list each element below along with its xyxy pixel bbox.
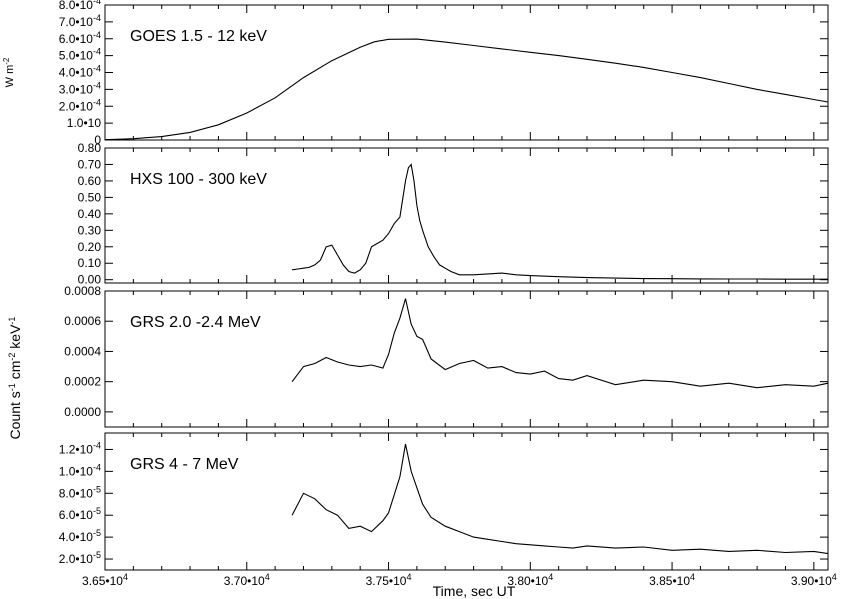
- panel-frame: [104, 4, 829, 141]
- y-tick-label: 0.0006: [64, 314, 101, 328]
- y-tick-label: 8.0•10-4: [59, 0, 101, 12]
- x-tick-label: 3.65•104: [82, 572, 128, 588]
- y-tick-label: 0.70: [78, 157, 102, 171]
- panel-frame: [104, 290, 829, 428]
- shared-y-axis-title: Count s-1 cm-2 keV-1: [7, 317, 23, 440]
- y-tick-label: 7.0•10-4: [59, 13, 101, 29]
- panel-frame: [104, 432, 829, 571]
- y-tick-label: 0.0008: [64, 284, 101, 298]
- y-tick-label: 6.0•10-4: [59, 30, 101, 46]
- series-line: [292, 163, 828, 280]
- panel-frame: [104, 147, 829, 284]
- series-line: [291, 298, 829, 389]
- y-tick-label: 3.0•10-4: [59, 80, 101, 96]
- y-tick-label: 4.0•10-5: [59, 528, 101, 544]
- y-tick-label: 6.0•10-5: [59, 506, 101, 522]
- panel-1: 0 1.0•10 2.0•10-43.0•10-44.0•10-45.0•10-46…: [2, 0, 829, 147]
- y-axis-title: W m-2: [2, 57, 17, 87]
- y-tick-label: 0.10: [78, 256, 102, 270]
- y-tick-label: 0.20: [78, 240, 102, 254]
- y-tick-label: 4.0•10-4: [59, 64, 101, 80]
- x-tick-label: 3.80•104: [507, 572, 553, 588]
- x-axis: 3.65•104 3.70•104 3.75•104 3.80•104 3.85•104…: [82, 572, 837, 588]
- x-axis-title: Time, sec UT: [433, 583, 516, 599]
- y-tick-label: 1.0•10: [67, 116, 102, 130]
- panel-label: GRS 4 - 7 MeV: [130, 456, 239, 473]
- x-tick-label: 3.85•104: [649, 572, 695, 588]
- series-line: [291, 443, 829, 555]
- y-tick-label: 0.0000: [64, 405, 101, 419]
- y-tick-label: 0.30: [78, 223, 102, 237]
- series-line: [104, 38, 829, 141]
- y-tick-label: 0.40: [78, 207, 102, 221]
- y-tick-label: 8.0•10-5: [59, 484, 101, 500]
- y-tick-label: 5.0•10-4: [59, 47, 101, 63]
- panel-2: 0.00 0.10 0.20 0.30 0.40 0.50 0.60 0.70 0.80 HXS …: [78, 141, 829, 287]
- x-tick-label: 3.75•104: [366, 572, 412, 588]
- panels-group: 01.0•102.0•10-43.0•10-44.0•10-45.0•10-46…: [2, 0, 829, 571]
- y-tick-label: 0.0004: [64, 344, 101, 358]
- y-tick-label: 1.2•10-4: [59, 440, 101, 456]
- panel-label: GOES 1.5 - 12 keV: [130, 28, 267, 45]
- panel-label: HXS 100 - 300 keV: [130, 171, 267, 188]
- y-tick-label: 0.60: [78, 174, 102, 188]
- x-tick-label: 3.70•104: [224, 572, 270, 588]
- panel-label: GRS 2.0 -2.4 MeV: [130, 314, 261, 331]
- y-tick-label: 0: [94, 133, 101, 147]
- y-tick-label: 0.0002: [64, 375, 101, 389]
- y-tick-label: 2.0•10-4: [59, 97, 101, 113]
- y-tick-label: 0.00: [78, 273, 102, 287]
- x-tick-label: 3.90•104: [791, 572, 837, 588]
- y-tick-label: 1.0•10-4: [59, 462, 101, 478]
- panel-4: 2.0•10-5 4.0•10-5 6.0•10-5 8.0•10-5 1.0•10-4…: [59, 432, 829, 571]
- y-tick-label: 2.0•10-5: [59, 550, 101, 566]
- y-tick-label: 0.50: [78, 190, 102, 204]
- y-tick-label: 0.80: [78, 141, 102, 155]
- panel-3: 0.0000 0.0002 0.0004 0.0006 0.0008 GRS 2.0 -2…: [64, 284, 829, 428]
